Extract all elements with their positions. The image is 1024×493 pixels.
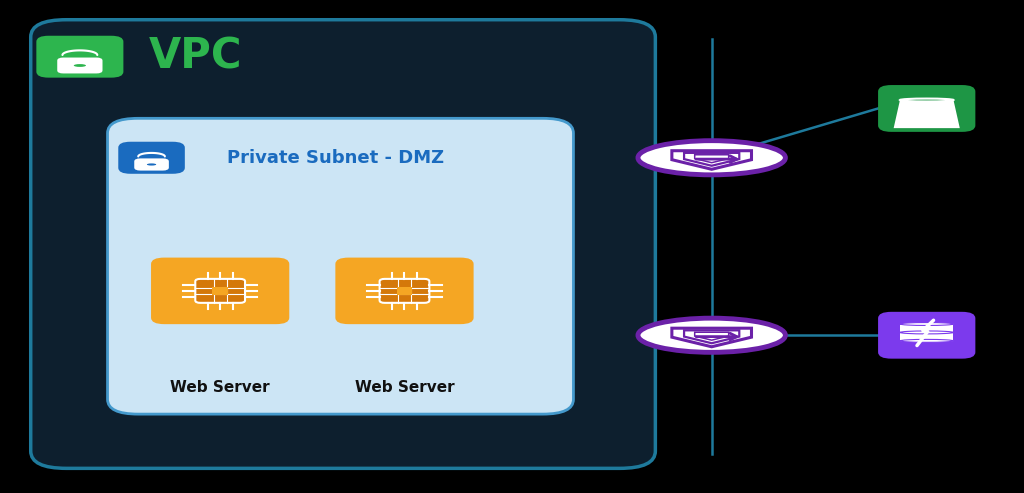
FancyBboxPatch shape: [336, 257, 473, 324]
Polygon shape: [894, 100, 959, 128]
Ellipse shape: [638, 318, 785, 352]
FancyBboxPatch shape: [900, 332, 953, 340]
FancyBboxPatch shape: [152, 257, 289, 324]
FancyBboxPatch shape: [57, 58, 102, 73]
Ellipse shape: [146, 163, 157, 166]
Ellipse shape: [900, 322, 953, 325]
FancyBboxPatch shape: [879, 312, 975, 359]
Ellipse shape: [900, 331, 953, 334]
Text: Private Subnet - DMZ: Private Subnet - DMZ: [227, 149, 444, 167]
Ellipse shape: [74, 64, 86, 67]
FancyBboxPatch shape: [37, 36, 123, 77]
FancyBboxPatch shape: [380, 279, 429, 303]
FancyBboxPatch shape: [196, 279, 245, 303]
FancyBboxPatch shape: [879, 85, 975, 132]
FancyBboxPatch shape: [31, 20, 655, 468]
Ellipse shape: [900, 99, 953, 102]
Text: Web Server: Web Server: [354, 380, 455, 394]
Ellipse shape: [638, 141, 785, 175]
FancyBboxPatch shape: [396, 287, 413, 295]
FancyBboxPatch shape: [134, 158, 169, 171]
Text: VPC: VPC: [148, 35, 242, 78]
FancyBboxPatch shape: [108, 118, 573, 414]
Text: Web Server: Web Server: [170, 380, 270, 394]
Ellipse shape: [900, 339, 953, 342]
FancyBboxPatch shape: [212, 287, 228, 295]
FancyBboxPatch shape: [900, 324, 953, 332]
FancyBboxPatch shape: [118, 141, 184, 174]
